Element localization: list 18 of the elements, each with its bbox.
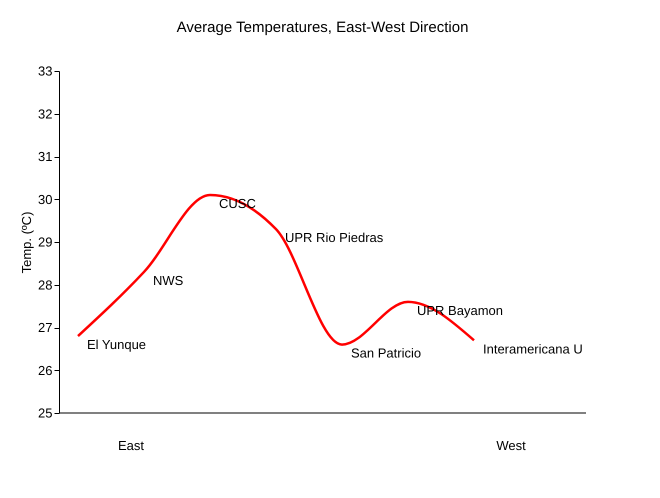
y-tick-label: 26: [38, 362, 52, 378]
text: East: [118, 438, 144, 453]
annotation: UPR Rio Piedras: [285, 230, 384, 246]
text: West: [496, 438, 526, 453]
annotation: NWS: [153, 272, 184, 288]
y-tick-label: 33: [38, 64, 52, 78]
y-tick-label: 30: [38, 192, 52, 207]
y-tick-label: 29: [38, 234, 52, 250]
annotation: Interamericana U: [483, 341, 583, 356]
y-tick-label: 27: [38, 320, 52, 335]
y-axis-title: Temp. (ºC): [19, 212, 34, 274]
chart-title: Average Temperatures, East-West Direction: [176, 19, 468, 36]
y-tick-label: 31: [38, 149, 52, 164]
annotation: El Yunque: [87, 337, 146, 352]
y-tick-label: 28: [38, 277, 52, 292]
y-tick-label: 32: [38, 106, 52, 122]
y-tick-label: 25: [38, 406, 52, 420]
annotation: San Patricio: [351, 346, 422, 361]
